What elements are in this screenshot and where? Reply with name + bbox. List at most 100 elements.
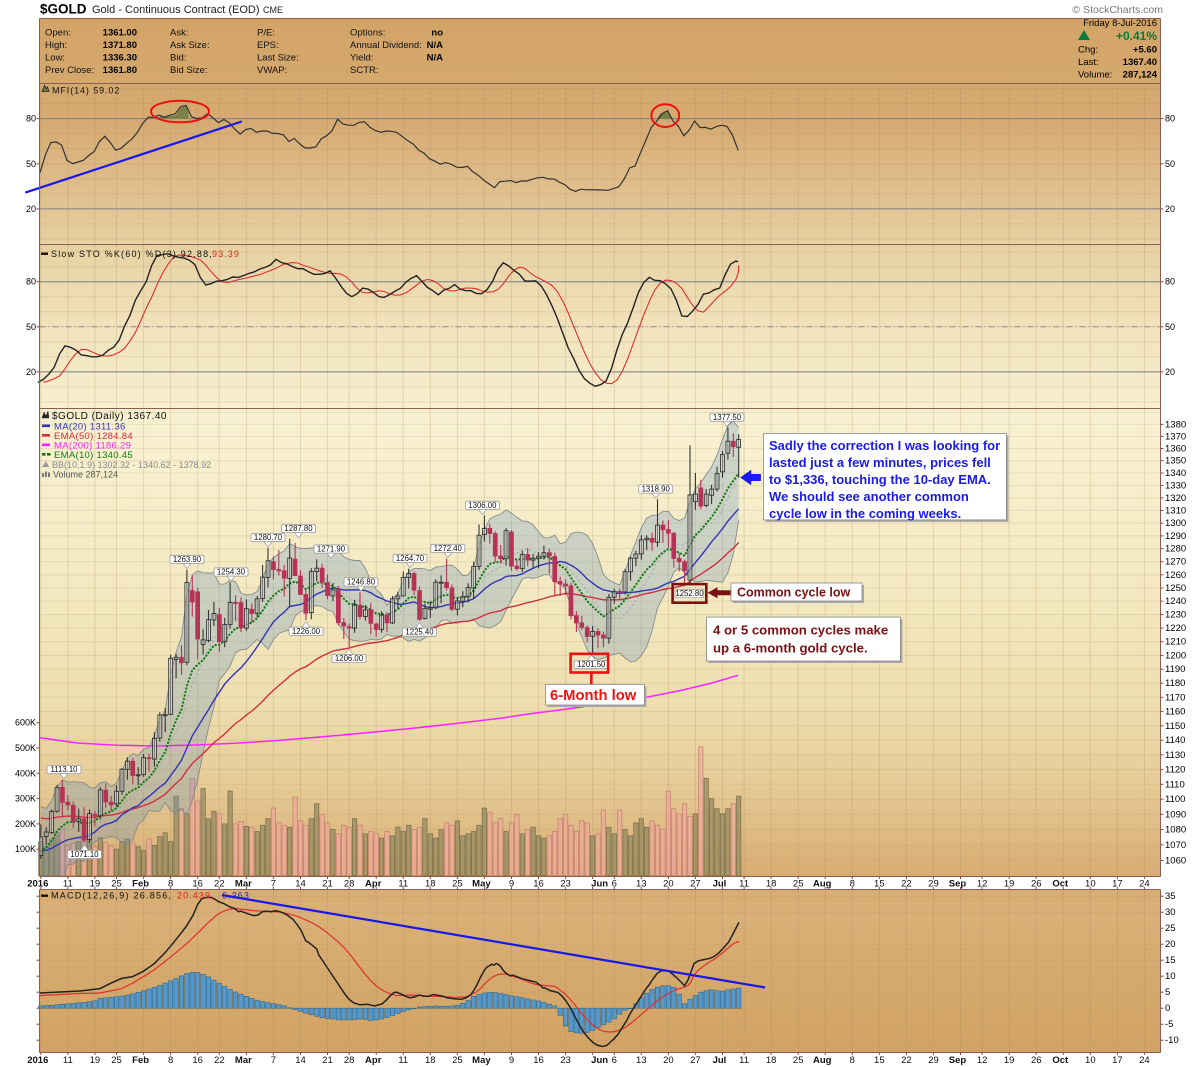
- svg-text:10: 10: [1085, 1055, 1096, 1066]
- svg-text:11: 11: [63, 1055, 73, 1066]
- svg-text:1310: 1310: [1165, 505, 1186, 516]
- svg-text:18: 18: [766, 879, 777, 890]
- svg-text:High:: High:: [45, 40, 67, 51]
- svg-text:Low:: Low:: [45, 53, 65, 64]
- svg-text:25: 25: [793, 1055, 804, 1066]
- svg-text:25: 25: [452, 879, 463, 890]
- svg-text:Common cycle low: Common cycle low: [737, 586, 850, 600]
- svg-text:+5.60: +5.60: [1133, 45, 1157, 56]
- svg-text:-5: -5: [1165, 1019, 1173, 1030]
- svg-text:20: 20: [1165, 939, 1176, 950]
- svg-text:11: 11: [398, 879, 408, 890]
- svg-text:Ask:: Ask:: [170, 28, 188, 39]
- svg-text:8: 8: [850, 1055, 855, 1066]
- svg-text:16: 16: [192, 1055, 203, 1066]
- svg-text:22: 22: [214, 879, 225, 890]
- svg-text:24: 24: [1139, 879, 1150, 890]
- svg-text:+0.41%: +0.41%: [1116, 29, 1157, 43]
- svg-text:1200: 1200: [1165, 650, 1186, 661]
- svg-text:SCTR:: SCTR:: [350, 65, 379, 76]
- svg-text:10: 10: [1085, 879, 1096, 890]
- svg-text:Volume 287,124: Volume 287,124: [53, 470, 118, 480]
- svg-text:cycle low in the coming weeks.: cycle low in the coming weeks.: [769, 506, 961, 521]
- svg-text:Options:: Options:: [350, 28, 385, 39]
- svg-text:15: 15: [874, 1055, 885, 1066]
- svg-text:26: 26: [1031, 1055, 1042, 1066]
- svg-text:MA(200) 1186.29: MA(200) 1186.29: [54, 441, 131, 452]
- svg-text:1060: 1060: [1165, 855, 1186, 866]
- svg-text:21: 21: [322, 1055, 333, 1066]
- svg-text:Annual Dividend:: Annual Dividend:: [350, 40, 422, 51]
- svg-text:up a 6-month gold cycle.: up a 6-month gold cycle.: [713, 641, 868, 656]
- svg-text:21: 21: [322, 879, 333, 890]
- svg-text:1113.10: 1113.10: [50, 765, 78, 774]
- svg-text:500K: 500K: [15, 743, 36, 753]
- svg-text:1290: 1290: [1165, 531, 1186, 542]
- svg-text:1361.80: 1361.80: [103, 65, 137, 76]
- svg-text:1226.00: 1226.00: [292, 627, 321, 636]
- svg-text:20: 20: [26, 204, 36, 214]
- svg-text:23: 23: [560, 1055, 571, 1066]
- svg-text:1080: 1080: [1165, 825, 1186, 836]
- svg-text:20: 20: [663, 879, 674, 890]
- svg-text:1254.30: 1254.30: [217, 568, 246, 577]
- svg-text:8: 8: [168, 1055, 173, 1066]
- svg-text:1263.90: 1263.90: [173, 555, 202, 564]
- svg-text:6: 6: [612, 1055, 617, 1066]
- svg-text:EPS:: EPS:: [257, 40, 279, 51]
- svg-text:1360: 1360: [1165, 444, 1186, 455]
- svg-text:1130: 1130: [1165, 750, 1185, 761]
- svg-text:80: 80: [26, 277, 36, 287]
- svg-text:Prev Close:: Prev Close:: [45, 65, 94, 76]
- svg-text:Ask Size:: Ask Size:: [170, 40, 210, 51]
- svg-text:200K: 200K: [15, 819, 36, 829]
- svg-text:20: 20: [1165, 204, 1175, 214]
- svg-text:-10: -10: [1165, 1035, 1179, 1046]
- svg-text:50: 50: [1165, 159, 1175, 169]
- svg-text:Chg:: Chg:: [1078, 45, 1098, 56]
- svg-text:1180: 1180: [1165, 678, 1185, 689]
- svg-text:Jun: Jun: [591, 1055, 608, 1066]
- svg-text:Aug: Aug: [813, 1055, 832, 1066]
- svg-text:27: 27: [690, 879, 701, 890]
- svg-text:1225.40: 1225.40: [405, 628, 434, 637]
- svg-text:20.439,: 20.439,: [177, 891, 215, 901]
- svg-text:25: 25: [111, 879, 122, 890]
- svg-text:1250: 1250: [1165, 583, 1186, 594]
- svg-text:MA(20) 1311.36: MA(20) 1311.36: [54, 422, 126, 433]
- svg-text:1271.90: 1271.90: [317, 545, 346, 554]
- svg-text:Slow STO %K(60) %D(3) 92.88,: Slow STO %K(60) %D(3) 92.88,: [51, 249, 213, 259]
- svg-text:35: 35: [1165, 891, 1176, 902]
- svg-text:19: 19: [1004, 1055, 1015, 1066]
- svg-text:50: 50: [26, 159, 36, 169]
- svg-text:no: no: [431, 28, 443, 39]
- svg-text:May: May: [472, 879, 491, 890]
- svg-text:1370: 1370: [1165, 431, 1186, 442]
- svg-text:1367.40: 1367.40: [1123, 57, 1157, 68]
- svg-text:80: 80: [1165, 114, 1175, 124]
- svg-text:EMA(50) 1284.84: EMA(50) 1284.84: [54, 431, 133, 442]
- svg-text:1380: 1380: [1165, 419, 1186, 430]
- svg-text:300K: 300K: [15, 794, 36, 804]
- svg-text:22: 22: [214, 1055, 225, 1066]
- svg-text:22: 22: [901, 879, 912, 890]
- svg-text:50: 50: [1165, 322, 1175, 332]
- svg-text:Oct: Oct: [1052, 1055, 1069, 1066]
- svg-text:25: 25: [1165, 923, 1176, 934]
- svg-text:80: 80: [1165, 277, 1175, 287]
- svg-text:1272.40: 1272.40: [434, 544, 463, 553]
- svg-text:1070: 1070: [1165, 840, 1186, 851]
- svg-text:11: 11: [398, 1055, 408, 1066]
- svg-text:N/A: N/A: [427, 40, 444, 51]
- svg-text:8: 8: [850, 879, 855, 890]
- svg-text:VWAP:: VWAP:: [257, 65, 287, 76]
- svg-text:18: 18: [425, 1055, 436, 1066]
- svg-text:6-Month low: 6-Month low: [550, 688, 637, 704]
- svg-text:13: 13: [636, 879, 647, 890]
- svg-text:We should see another common: We should see another common: [769, 489, 969, 504]
- svg-text:Bid:: Bid:: [170, 53, 186, 64]
- svg-text:12: 12: [977, 879, 988, 890]
- svg-text:25: 25: [111, 1055, 122, 1066]
- svg-text:600K: 600K: [15, 718, 36, 728]
- svg-text:1371.80: 1371.80: [103, 40, 137, 51]
